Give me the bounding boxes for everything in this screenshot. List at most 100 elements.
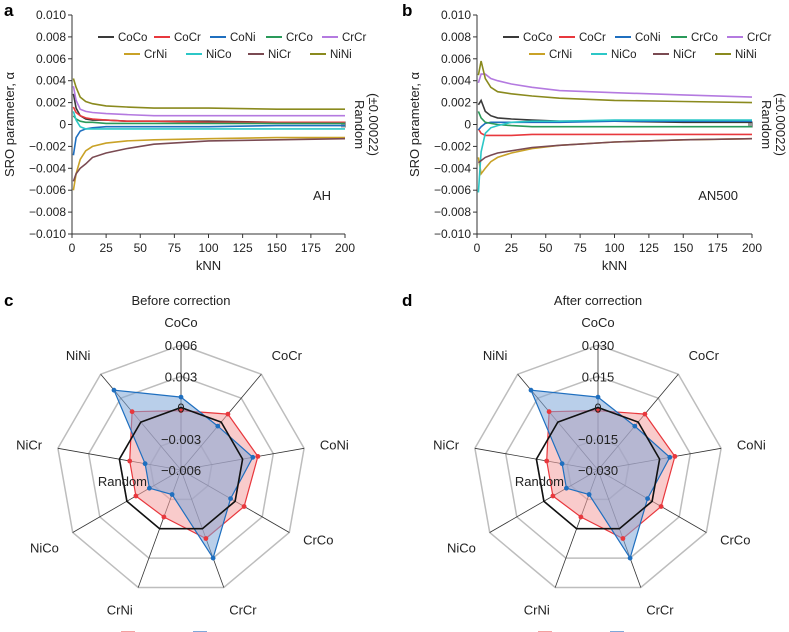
panel-letter-a: a bbox=[4, 1, 14, 20]
radar-axis-label-coco: CoCo bbox=[581, 315, 614, 330]
radar-point-ah bbox=[642, 411, 648, 417]
y-tick-label: 0.008 bbox=[36, 30, 66, 44]
x-tick-label: 150 bbox=[267, 241, 287, 255]
y-tick-label: 0.002 bbox=[441, 96, 471, 110]
radar-point-ah bbox=[672, 454, 678, 459]
radar-point-an500 bbox=[564, 485, 569, 491]
random-label: Random bbox=[515, 474, 564, 489]
radar-ring bbox=[474, 344, 722, 589]
radar-tick-label: −0.006 bbox=[161, 463, 201, 478]
radar-axis-label-nico: NiCo bbox=[447, 541, 476, 556]
random-label: Random bbox=[352, 100, 367, 149]
series-line-crcr bbox=[72, 86, 345, 117]
x-axis-label: kNN bbox=[602, 258, 627, 273]
radar-point-an500 bbox=[215, 423, 221, 429]
legend-label-nini: NiNi bbox=[330, 49, 352, 61]
radar-point-ah bbox=[178, 408, 184, 413]
radar-point-ah bbox=[133, 493, 139, 499]
y-tick-label: 0 bbox=[59, 118, 66, 132]
radar-axis-label-crco: CrCo bbox=[303, 533, 333, 548]
radar-point-ah bbox=[225, 411, 231, 417]
series-line-coco bbox=[477, 98, 752, 124]
panel-annotation: AH bbox=[313, 188, 331, 203]
y-tick-label: 0.006 bbox=[36, 52, 66, 66]
line-chart-a: −0.010 −0.008 −0.006 −0.004 −0.002 0 0.002 0.00… bbox=[2, 8, 381, 273]
radar-point-an500 bbox=[559, 461, 565, 467]
y-tick-label: −0.004 bbox=[434, 161, 471, 175]
x-tick-label: 25 bbox=[99, 241, 113, 255]
series-line-coni bbox=[72, 124, 345, 156]
radar-tick-label: 0 bbox=[594, 401, 601, 416]
radar-point-an500 bbox=[142, 461, 148, 467]
radar-point-ah bbox=[595, 408, 601, 413]
y-tick-label: 0 bbox=[464, 118, 471, 132]
legend-label-coco: CoCo bbox=[523, 32, 552, 44]
panel-letter-d: d bbox=[402, 291, 412, 310]
radar-tick-label: 0.003 bbox=[165, 369, 198, 384]
legend-label-nicr: NiCr bbox=[673, 49, 696, 61]
series-line-crni bbox=[72, 136, 345, 191]
x-tick-label: 0 bbox=[474, 241, 481, 255]
radar-point-an500 bbox=[632, 423, 638, 429]
y-tick-label: −0.010 bbox=[434, 227, 471, 241]
radar-axis-label-crco: CrCo bbox=[720, 533, 750, 548]
random-value-label: (±0.00022) bbox=[773, 93, 788, 156]
legend-label-crco: CrCo bbox=[691, 32, 718, 44]
radar-point-ah bbox=[546, 409, 552, 415]
y-tick-label: 0.010 bbox=[441, 8, 471, 22]
x-tick-label: 200 bbox=[742, 241, 762, 255]
radar-axis-label-coni: CoNi bbox=[320, 438, 349, 453]
legend-label-crco: CrCo bbox=[286, 32, 313, 44]
radar-axis-label-nicr: NiCr bbox=[433, 438, 460, 453]
radar-tick-label: 0.030 bbox=[582, 338, 615, 353]
radar-ring bbox=[504, 375, 692, 559]
y-tick-label: −0.010 bbox=[29, 227, 66, 241]
x-tick-label: 100 bbox=[604, 241, 624, 255]
radar-ring bbox=[57, 344, 305, 589]
x-tick-label: 50 bbox=[539, 241, 553, 255]
radar-axis-label-crni: CrNi bbox=[524, 603, 550, 618]
series-line-nico bbox=[477, 119, 752, 193]
radar-tick-label: 0.015 bbox=[582, 369, 615, 384]
x-tick-label: 125 bbox=[639, 241, 659, 255]
x-tick-label: 125 bbox=[233, 241, 253, 255]
radar-axis-label-nini: NiNi bbox=[66, 348, 91, 363]
x-tick-label: 200 bbox=[335, 241, 355, 255]
random-band bbox=[748, 121, 753, 128]
random-label: Random bbox=[759, 100, 774, 149]
series-line-crco bbox=[72, 115, 345, 125]
radar-point-ah bbox=[241, 504, 247, 509]
y-tick-label: 0.008 bbox=[441, 30, 471, 44]
x-tick-label: 75 bbox=[168, 241, 182, 255]
y-tick-label: 0.004 bbox=[36, 74, 66, 88]
random-band bbox=[341, 121, 346, 128]
radar-point-ah bbox=[161, 514, 167, 520]
y-tick-label: 0.002 bbox=[36, 96, 66, 110]
series-line-crco bbox=[477, 111, 752, 128]
radar-point-an500 bbox=[667, 454, 673, 460]
legend-label-nini: NiNi bbox=[735, 49, 757, 61]
x-axis-label: kNN bbox=[196, 258, 221, 273]
random-ring bbox=[535, 406, 661, 530]
radar-axis-label-coco: CoCo bbox=[164, 315, 197, 330]
series-line-nicr bbox=[72, 137, 346, 182]
radar-tick-label: −0.015 bbox=[578, 432, 618, 447]
radar-point-ah bbox=[578, 514, 584, 520]
series-line-nini bbox=[72, 78, 345, 110]
radar-point-ah bbox=[203, 536, 209, 541]
line-chart-b: −0.010 −0.008 −0.006 −0.004 −0.002 0 0.002 0.00… bbox=[407, 8, 788, 273]
y-tick-label: −0.006 bbox=[29, 183, 66, 197]
radar-axis-label-nicr: NiCr bbox=[16, 438, 43, 453]
radar-point-ah bbox=[658, 504, 664, 509]
y-tick-label: 0.006 bbox=[441, 52, 471, 66]
radar-axis-label-crni: CrNi bbox=[107, 603, 133, 618]
x-tick-label: 175 bbox=[301, 241, 321, 255]
radar-chart-c: −0.006 −0.003 0 0.003 0.006 Random CoCo CoCr CoN… bbox=[16, 293, 349, 632]
legend-label-coni: CoNi bbox=[635, 32, 661, 44]
radar-point-ah bbox=[620, 536, 626, 541]
x-tick-label: 25 bbox=[505, 241, 519, 255]
legend-label-crni: CrNi bbox=[144, 49, 167, 61]
radar-point-an500 bbox=[178, 394, 184, 400]
radar-point-an500 bbox=[627, 555, 633, 561]
